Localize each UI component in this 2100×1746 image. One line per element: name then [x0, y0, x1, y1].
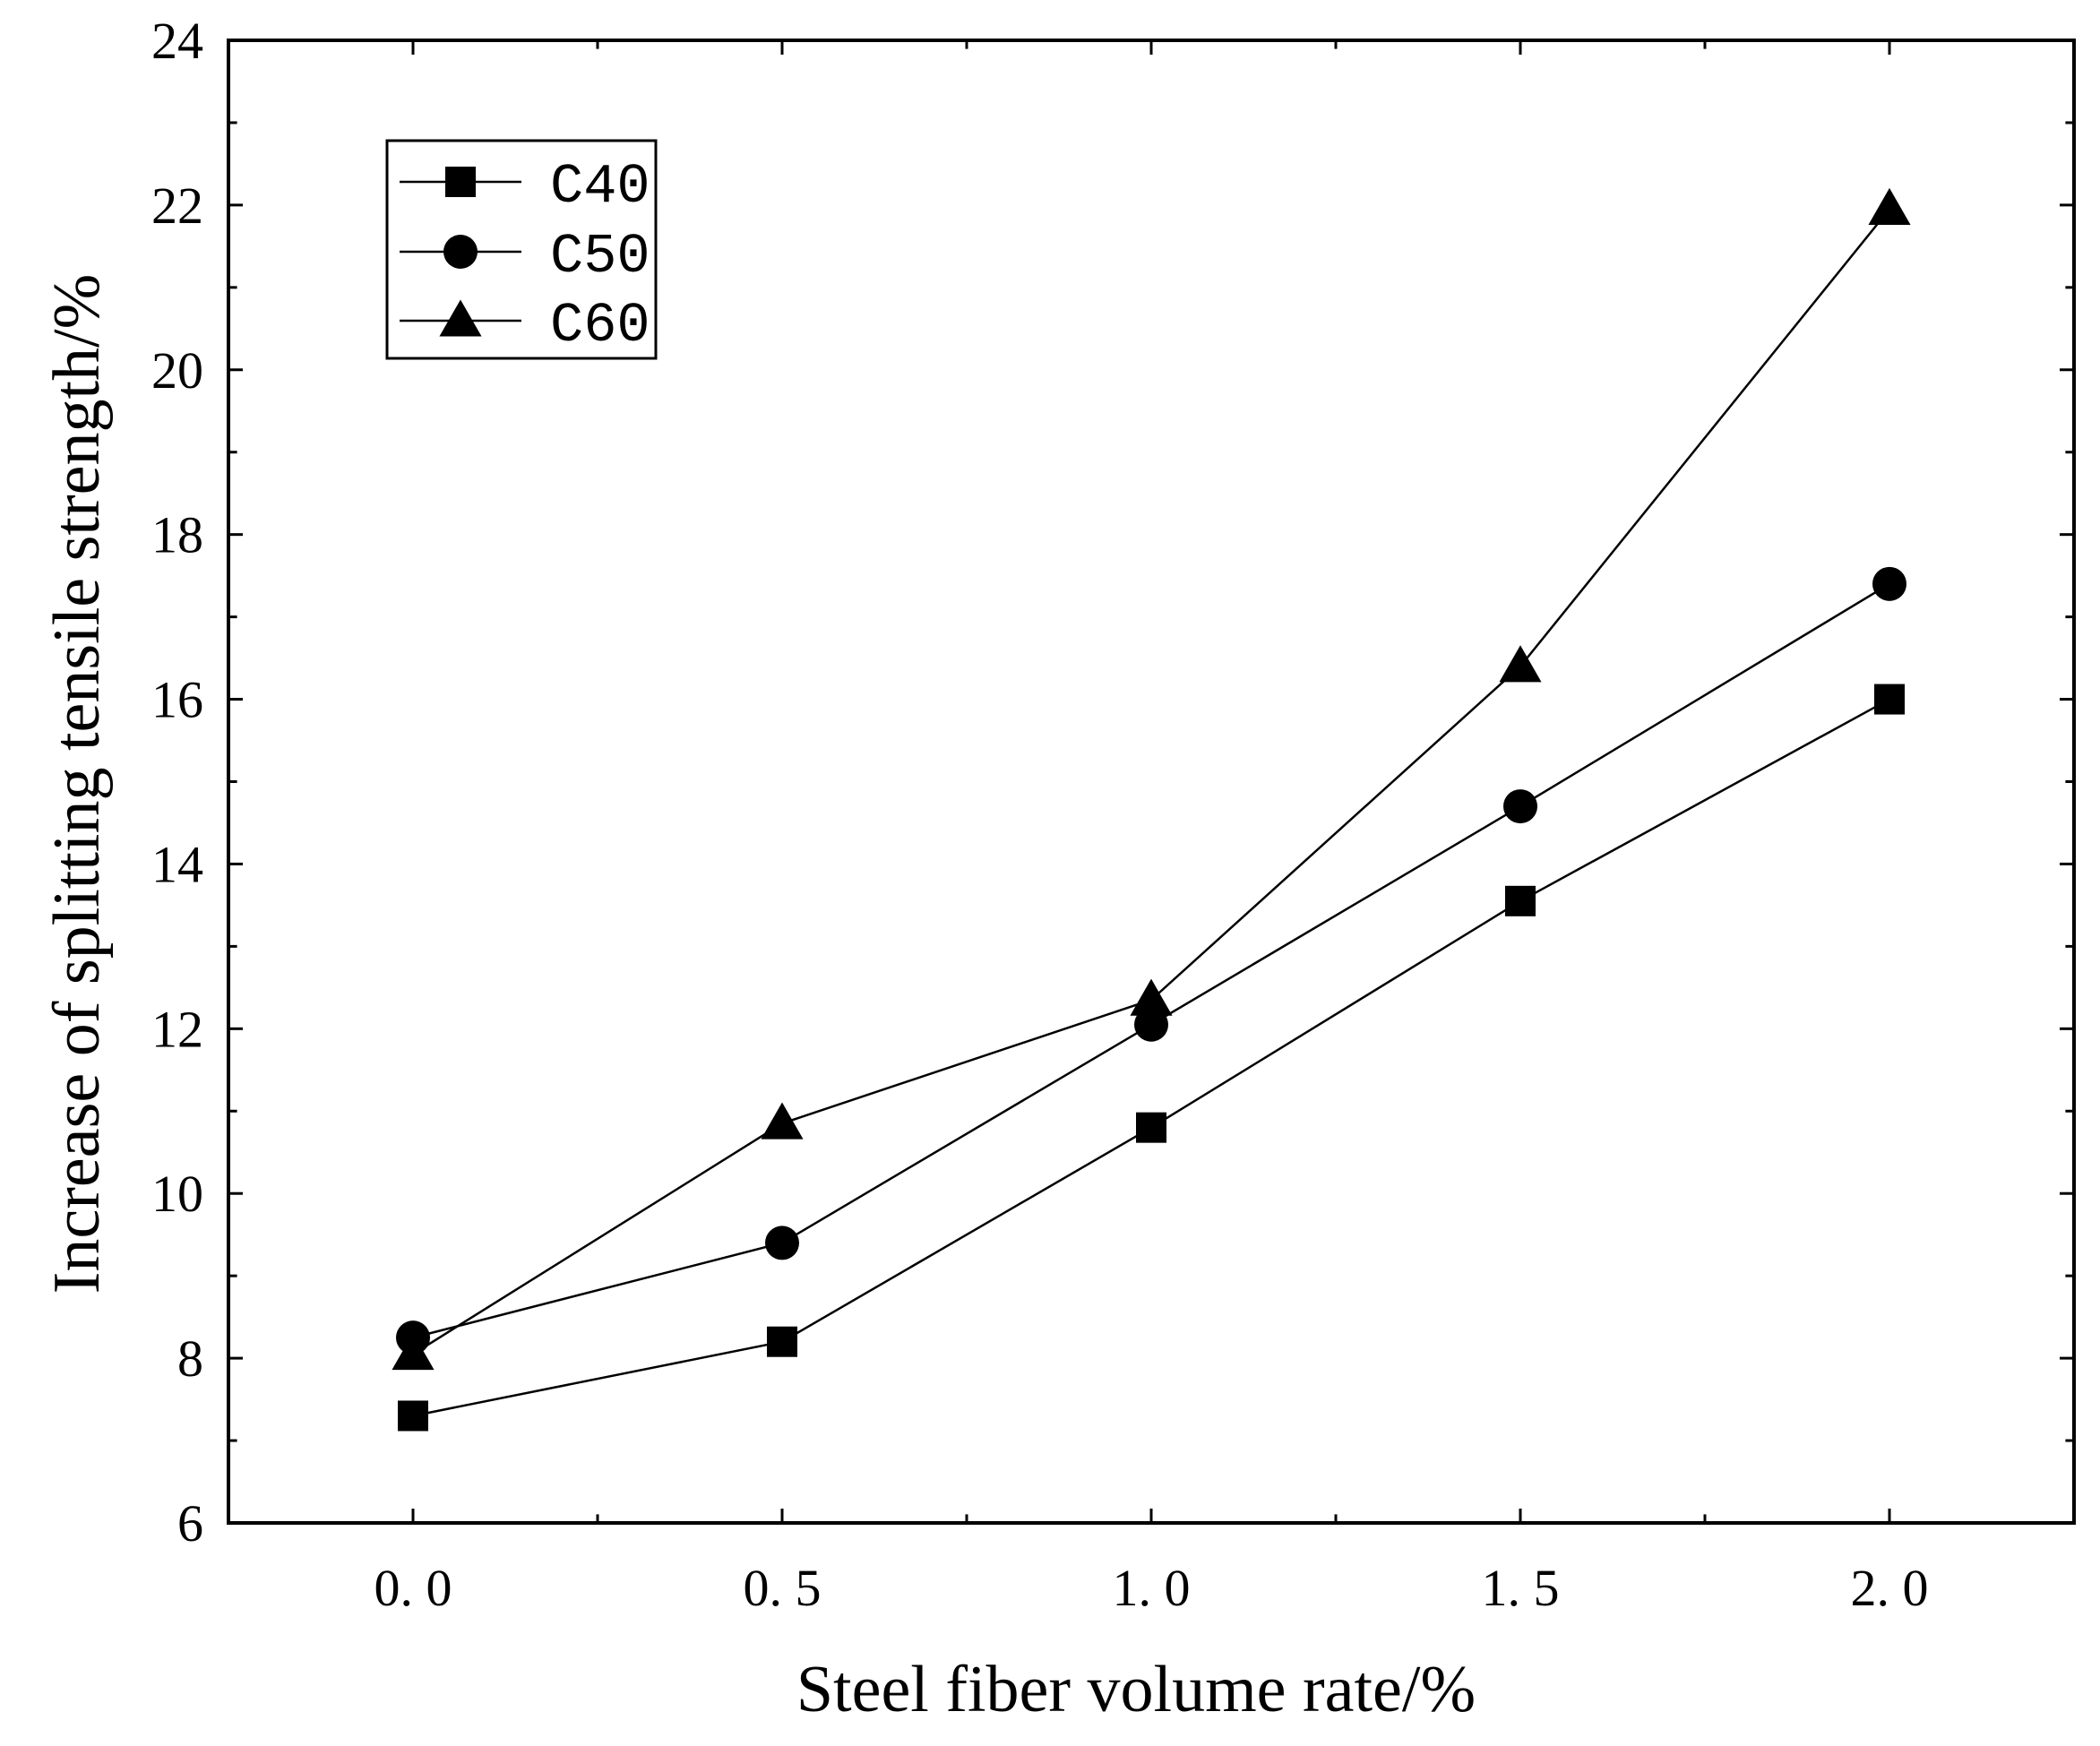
y-axis-title: Increase of splitting tensile strength/%	[40, 274, 114, 1294]
y-tick-label: 18	[151, 506, 203, 564]
series-layer	[392, 187, 1911, 1432]
legend-label-c60: C60	[550, 294, 650, 357]
x-axis-title: Steel fiber volume rate/%	[796, 1653, 1476, 1726]
data-point-c50	[765, 1226, 799, 1260]
y-tick-label: 20	[151, 341, 203, 400]
data-point-c60	[761, 1102, 804, 1140]
y-tick-label: 16	[151, 671, 203, 729]
data-point-c50	[1134, 1007, 1168, 1042]
data-point-c50	[1503, 789, 1537, 824]
data-point-c40	[767, 1326, 797, 1357]
y-tick-label: 24	[151, 12, 203, 70]
data-point-c40	[1505, 885, 1536, 916]
legend-marker-c60	[439, 299, 482, 337]
legend-item-c50: C50	[400, 225, 650, 288]
x-axis-ticks: 0. 0 0. 5 1. 0 1. 5 2. 0	[374, 40, 1929, 1617]
y-tick-label: 12	[151, 1000, 203, 1058]
legend-label-c40: C40	[550, 155, 650, 219]
x-tick-label: 0. 0	[374, 1559, 452, 1617]
y-tick-label: 8	[177, 1329, 203, 1388]
data-point-c50	[1872, 566, 1906, 601]
series-line-c40	[412, 698, 1890, 1417]
legend-box	[385, 139, 658, 360]
legend-item-c40: C40	[400, 155, 650, 219]
series-c60	[392, 187, 1911, 1371]
y-tick-label: 6	[177, 1494, 203, 1552]
data-point-c60	[392, 1332, 435, 1371]
legend-marker-c40	[445, 167, 476, 197]
series-line-c50	[412, 582, 1890, 1339]
data-point-c60	[1868, 187, 1911, 226]
x-tick-label: 2. 0	[1851, 1559, 1929, 1617]
data-point-c40	[1136, 1112, 1166, 1143]
data-point-c60	[1499, 645, 1542, 683]
legend-marker-c50	[443, 235, 478, 269]
data-point-c40	[1874, 684, 1905, 715]
data-point-c40	[398, 1400, 428, 1432]
legend-label-c50: C50	[550, 225, 650, 288]
series-c50	[396, 566, 1906, 1355]
x-tick-label: 0. 5	[744, 1559, 822, 1617]
x-tick-label: 1. 5	[1482, 1559, 1560, 1617]
series-line-c60	[412, 208, 1890, 1355]
y-tick-label: 14	[151, 835, 203, 893]
y-axis-ticks: 6 8 10 12 14 16 18 20 22 24	[151, 12, 2074, 1552]
y-tick-label: 22	[151, 176, 203, 235]
data-point-c60	[1130, 978, 1173, 1016]
series-c40	[398, 684, 1905, 1432]
y-tick-label: 10	[151, 1165, 203, 1223]
legend-item-c60: C60	[400, 294, 650, 357]
x-tick-label: 1. 0	[1113, 1559, 1191, 1617]
